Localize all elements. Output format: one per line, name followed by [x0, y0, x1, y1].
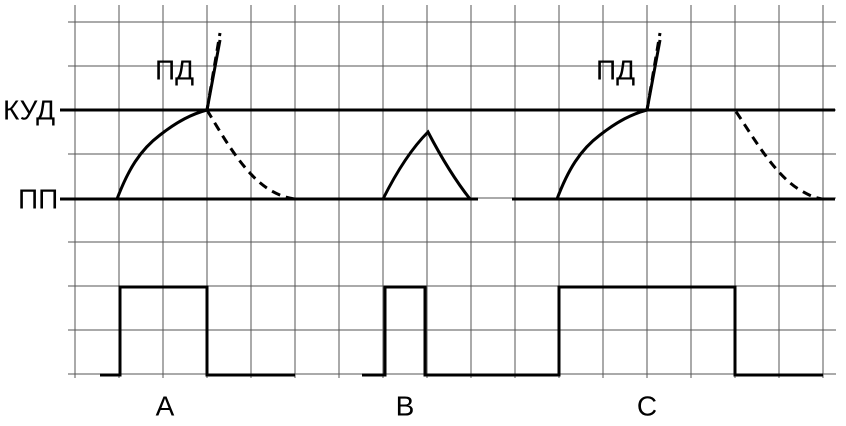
stimulus-a	[100, 285, 295, 377]
spike-top-c	[645, 32, 662, 111]
decay-a	[205, 109, 296, 201]
potential-curve-c	[540, 39, 662, 201]
spike-top-a	[205, 32, 222, 111]
potential-curve-a	[100, 39, 222, 201]
potential-curve-b	[362, 129, 472, 201]
threshold-label: КУД	[3, 94, 55, 125]
panel-label: C	[637, 390, 657, 421]
plateau-decay-c	[647, 108, 823, 201]
panel-label: A	[156, 390, 175, 421]
spike-label: ПД	[155, 54, 194, 85]
stimulus-bc	[362, 285, 823, 377]
panel-label: B	[396, 390, 415, 421]
resting-label: ПП	[18, 183, 58, 214]
spike-label: ПД	[596, 54, 635, 85]
